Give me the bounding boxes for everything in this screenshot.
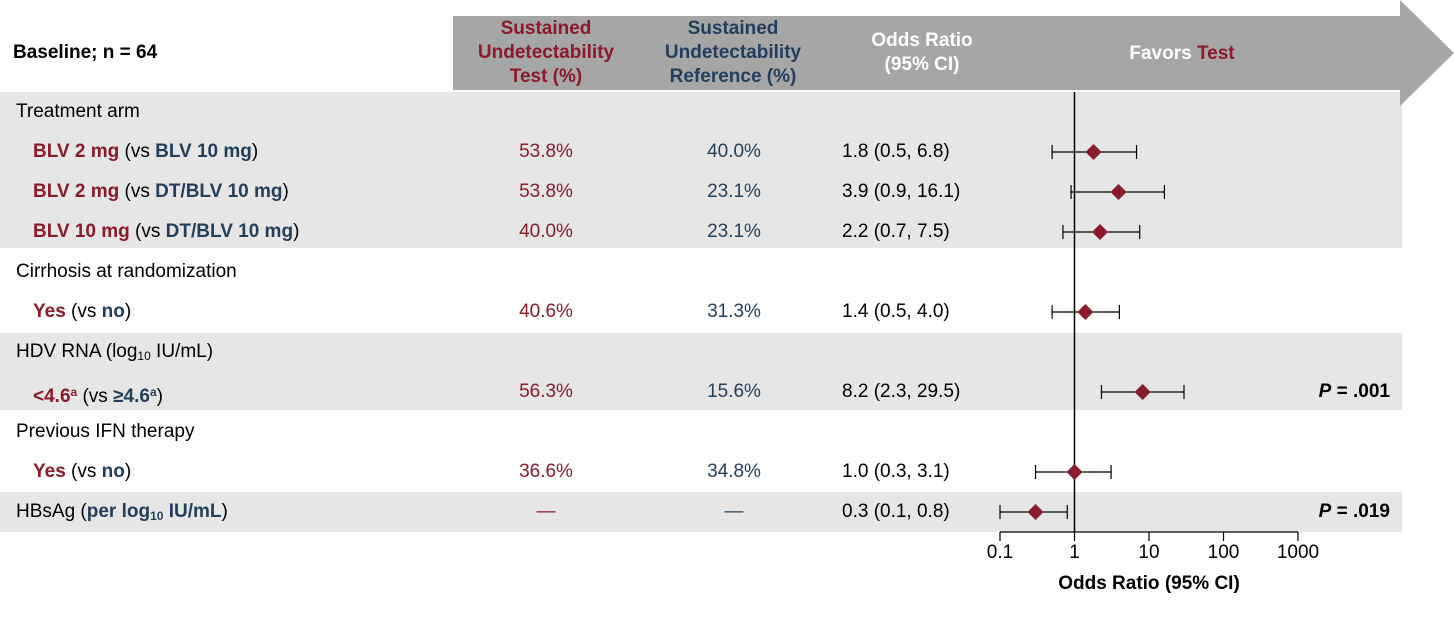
odds-ratio-ci: 1.0 (0.3, 3.1) [842, 461, 950, 482]
test-group: BLV 2 mg [33, 181, 120, 202]
paren: ) [282, 181, 289, 202]
reference-group: BLV 10 mg [155, 141, 252, 162]
test-percent: 40.0% [519, 221, 573, 242]
reference-group: DT/BLV 10 mg [165, 221, 294, 242]
reference-percent: 23.1% [707, 221, 761, 242]
odds-ratio-marker [1085, 144, 1102, 160]
x-tick-label: 0.1 [986, 542, 1014, 563]
col-header-test: Sustained Undetectability Test (%) [477, 18, 615, 87]
category-text: IU/mL) [150, 341, 214, 362]
paren: ) [156, 386, 163, 407]
category-label: Treatment arm [16, 92, 140, 132]
category-label: HDV RNA (log10 IU/mL) [16, 332, 213, 372]
odds-ratio-ci: 1.8 (0.5, 6.8) [842, 141, 950, 162]
band-hbsag [0, 492, 1402, 532]
test-group: <4.6 [33, 386, 71, 407]
test-percent: 53.8% [519, 141, 573, 162]
p-letter: P [1318, 501, 1332, 522]
reference-percent: 40.0% [707, 141, 761, 162]
odds-ratio-marker [1092, 224, 1109, 240]
x-tick-label: 1000 [1276, 542, 1320, 563]
reference-percent: 31.3% [707, 301, 761, 322]
test-group: BLV 2 mg [33, 141, 120, 162]
test-percent: — [536, 501, 556, 522]
row-label: BLV 2 mg (vs DT/BLV 10 mg) [33, 172, 289, 212]
paren: ) [124, 461, 132, 482]
odds-ratio-ci: 0.3 (0.1, 0.8) [842, 501, 950, 522]
odds-ratio-ci: 2.2 (0.7, 7.5) [842, 221, 950, 242]
reference-group: no [101, 461, 125, 482]
vs-text: (vs [119, 181, 156, 202]
category-label: Previous IFN therapy [16, 412, 194, 452]
test-group: Yes [33, 301, 66, 322]
vs-text: (vs [65, 301, 102, 322]
category-label: Cirrhosis at randomization [16, 252, 237, 292]
odds-ratio-marker [1066, 464, 1083, 480]
row-label: <4.6a (vs ≥4.6a) [33, 372, 163, 412]
x-tick-label: 10 [1138, 542, 1160, 563]
subscript: 10 [137, 349, 151, 363]
odds-ratio-marker [1110, 184, 1127, 200]
row-label: BLV 10 mg (vs DT/BLV 10 mg) [33, 212, 299, 252]
band-hdv [0, 333, 1402, 410]
vs-text: (vs [119, 141, 156, 162]
p-value: P = .019 [1319, 492, 1390, 532]
p-value-text: = .001 [1331, 381, 1390, 402]
baseline-header: Baseline; n = 64 [13, 42, 158, 63]
vs-text: (vs [65, 461, 102, 482]
x-axis-label: Odds Ratio (95% CI) [1058, 573, 1240, 594]
test-percent: 36.6% [519, 461, 573, 482]
odds-ratio-marker [1027, 504, 1044, 520]
favors-test-label: Favors Test [1129, 43, 1235, 64]
row-label: Yes (vs no) [33, 292, 131, 332]
paren: ) [251, 141, 259, 162]
col-header-odds-ratio: Odds Ratio (95% CI) [871, 30, 973, 75]
x-tick-label: 1 [1069, 542, 1080, 563]
p-value-text: = .019 [1331, 501, 1390, 522]
reference-percent: — [724, 501, 744, 522]
odds-ratio-ci: 8.2 (2.3, 29.5) [842, 381, 961, 402]
test-group: Yes [33, 461, 66, 482]
row-text-bold: per log [86, 501, 151, 522]
reference-group: DT/BLV 10 mg [155, 181, 283, 202]
row-text: HBsAg ( [16, 501, 87, 522]
reference-group: ≥4.6 [113, 386, 150, 407]
odds-ratio-ci: 1.4 (0.5, 4.0) [842, 301, 950, 322]
paren: ) [221, 501, 228, 522]
odds-ratio-marker [1077, 304, 1094, 320]
subscript: 10 [150, 509, 164, 523]
col-header-reference: Sustained Undetectability Reference (%) [664, 18, 802, 87]
reference-percent: 15.6% [707, 381, 761, 402]
odds-ratio-marker [1134, 384, 1151, 400]
p-value: P = .001 [1319, 372, 1390, 412]
band-treatment [0, 92, 1402, 248]
test-percent: 40.6% [519, 301, 573, 322]
test-percent: 56.3% [519, 381, 573, 402]
reference-percent: 34.8% [707, 461, 761, 482]
test-percent: 53.8% [519, 181, 573, 202]
superscript: a [149, 385, 157, 399]
test-group: BLV 10 mg [33, 221, 130, 242]
superscript: a [70, 385, 78, 399]
paren: ) [124, 301, 132, 322]
x-tick-label: 100 [1207, 542, 1240, 563]
header-arrow [453, 0, 1454, 106]
category-text: Previous IFN therapy [16, 421, 195, 442]
odds-ratio-ci: 3.9 (0.9, 16.1) [842, 181, 961, 202]
category-text: Cirrhosis at randomization [16, 261, 237, 282]
row-label: BLV 2 mg (vs BLV 10 mg) [33, 132, 258, 172]
vs-text: (vs [129, 221, 166, 242]
row-label: HBsAg (per log10 IU/mL) [16, 492, 228, 532]
reference-group: no [101, 301, 125, 322]
reference-percent: 23.1% [707, 181, 761, 202]
p-letter: P [1318, 381, 1332, 402]
row-text-bold: IU/mL [163, 501, 222, 522]
vs-text: (vs [77, 386, 114, 407]
category-text: HDV RNA (log [16, 341, 138, 362]
row-label: Yes (vs no) [33, 452, 131, 492]
category-text: Treatment arm [16, 101, 140, 122]
paren: ) [293, 221, 300, 242]
